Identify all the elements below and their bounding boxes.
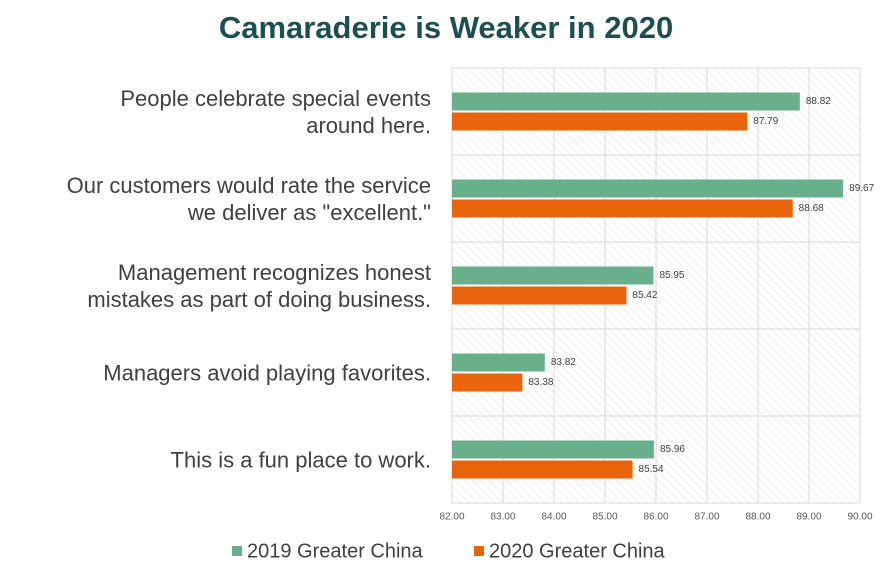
x-tick-label: 85.00 — [592, 512, 617, 523]
x-tick-label: 90.00 — [847, 512, 872, 523]
chart-title: Camaraderie is Weaker in 2020 — [219, 10, 673, 45]
bar — [452, 112, 748, 131]
x-tick-label: 87.00 — [694, 512, 719, 523]
x-tick-label: 82.00 — [439, 512, 464, 523]
category-label: Our customers would rate the service we … — [66, 172, 431, 225]
bar — [452, 353, 545, 372]
bar — [452, 440, 654, 459]
category-label: Management recognizes honest mistakes as… — [87, 259, 431, 312]
data-label: 85.42 — [632, 290, 657, 301]
x-tick-label: 86.00 — [643, 512, 668, 523]
legend-swatch — [474, 546, 484, 556]
legend-label: 2020 Greater China — [489, 540, 666, 562]
x-tick-label: 89.00 — [796, 512, 821, 523]
x-tick-label: 88.00 — [745, 512, 770, 523]
data-label: 85.95 — [659, 270, 684, 281]
bar — [452, 179, 844, 198]
bar — [452, 199, 793, 218]
data-label: 87.79 — [753, 116, 778, 127]
data-label: 88.68 — [799, 203, 824, 214]
x-tick-label: 84.00 — [541, 512, 566, 523]
data-label: 83.38 — [528, 377, 553, 388]
data-label: 85.96 — [660, 444, 685, 455]
data-label: 83.82 — [551, 357, 576, 368]
data-label: 88.82 — [806, 96, 831, 107]
legend-label: 2019 Greater China — [247, 540, 424, 562]
data-label: 85.54 — [639, 464, 664, 475]
bar — [452, 92, 800, 111]
bar — [452, 286, 627, 305]
bar — [452, 460, 633, 479]
category-label: People celebrate special events around h… — [120, 85, 431, 138]
x-tick-label: 83.00 — [490, 512, 515, 523]
bar — [452, 373, 523, 392]
category-label: Managers avoid playing favorites. — [103, 360, 431, 385]
data-label: 89.67 — [849, 183, 874, 194]
bar — [452, 266, 654, 285]
category-label: This is a fun place to work. — [170, 447, 431, 472]
legend-swatch — [232, 546, 242, 556]
